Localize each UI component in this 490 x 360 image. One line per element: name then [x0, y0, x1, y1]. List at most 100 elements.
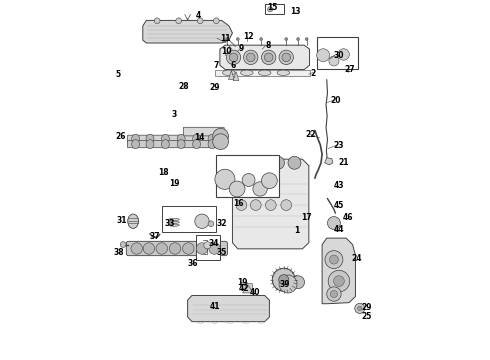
- Circle shape: [279, 50, 294, 64]
- Text: 29: 29: [361, 303, 371, 312]
- Text: 34: 34: [208, 239, 219, 248]
- Polygon shape: [143, 21, 232, 43]
- Circle shape: [281, 200, 292, 211]
- Circle shape: [242, 174, 255, 186]
- Text: 21: 21: [339, 158, 349, 167]
- Circle shape: [288, 156, 301, 169]
- Circle shape: [255, 156, 268, 169]
- Polygon shape: [188, 296, 270, 321]
- Circle shape: [262, 173, 277, 189]
- Circle shape: [279, 275, 289, 285]
- Ellipse shape: [222, 70, 235, 76]
- Text: 33: 33: [165, 219, 175, 228]
- Text: 19: 19: [237, 278, 247, 287]
- Circle shape: [209, 243, 221, 254]
- Circle shape: [296, 38, 299, 41]
- Text: 43: 43: [334, 180, 344, 189]
- Circle shape: [265, 53, 273, 62]
- Polygon shape: [228, 71, 234, 80]
- FancyBboxPatch shape: [127, 135, 223, 142]
- Circle shape: [285, 38, 288, 41]
- Text: 11: 11: [220, 34, 230, 43]
- Text: 18: 18: [158, 168, 169, 177]
- Text: 24: 24: [352, 254, 362, 263]
- Text: 46: 46: [343, 213, 353, 222]
- Circle shape: [253, 182, 267, 196]
- Circle shape: [239, 156, 251, 169]
- Circle shape: [214, 18, 219, 24]
- Text: 28: 28: [179, 82, 189, 91]
- FancyBboxPatch shape: [245, 284, 252, 289]
- Circle shape: [305, 38, 308, 41]
- Text: 40: 40: [250, 288, 260, 297]
- FancyBboxPatch shape: [196, 235, 220, 260]
- Text: 42: 42: [239, 284, 249, 293]
- Ellipse shape: [177, 134, 185, 143]
- Circle shape: [236, 200, 247, 211]
- Polygon shape: [324, 158, 333, 165]
- Text: 45: 45: [334, 201, 344, 210]
- Circle shape: [197, 18, 203, 24]
- Circle shape: [183, 243, 194, 254]
- Circle shape: [195, 214, 209, 228]
- Text: 6: 6: [231, 61, 236, 70]
- Polygon shape: [243, 285, 253, 293]
- Text: 2: 2: [311, 69, 316, 78]
- Text: 20: 20: [330, 96, 341, 105]
- Circle shape: [262, 50, 276, 64]
- Circle shape: [229, 53, 238, 62]
- Circle shape: [334, 276, 344, 287]
- Text: 14: 14: [194, 133, 204, 142]
- Circle shape: [154, 18, 160, 24]
- FancyBboxPatch shape: [183, 127, 224, 136]
- FancyBboxPatch shape: [241, 283, 247, 288]
- Text: 22: 22: [305, 130, 316, 139]
- Text: 19: 19: [169, 179, 179, 188]
- Circle shape: [272, 268, 295, 291]
- Circle shape: [355, 303, 365, 314]
- Text: 32: 32: [217, 219, 227, 228]
- Circle shape: [229, 181, 245, 197]
- FancyBboxPatch shape: [216, 155, 279, 197]
- Ellipse shape: [208, 134, 216, 143]
- Circle shape: [156, 243, 168, 254]
- Text: 30: 30: [334, 51, 344, 60]
- Circle shape: [325, 251, 343, 269]
- Text: 15: 15: [267, 3, 277, 12]
- Circle shape: [120, 242, 126, 247]
- Circle shape: [329, 255, 339, 264]
- Circle shape: [131, 243, 143, 254]
- Ellipse shape: [177, 140, 185, 149]
- Circle shape: [338, 49, 349, 60]
- Circle shape: [213, 129, 228, 144]
- Ellipse shape: [169, 221, 179, 224]
- Ellipse shape: [146, 140, 154, 149]
- Circle shape: [236, 38, 239, 41]
- Circle shape: [176, 18, 181, 24]
- Circle shape: [215, 169, 235, 189]
- Ellipse shape: [146, 134, 154, 143]
- Circle shape: [250, 200, 261, 211]
- Circle shape: [246, 53, 255, 62]
- Text: 29: 29: [209, 83, 220, 92]
- FancyBboxPatch shape: [317, 37, 358, 69]
- Circle shape: [225, 38, 228, 41]
- Text: 38: 38: [114, 248, 124, 257]
- Circle shape: [213, 134, 228, 149]
- Circle shape: [327, 217, 341, 229]
- Ellipse shape: [169, 219, 179, 221]
- Text: 1: 1: [294, 226, 299, 235]
- Text: 36: 36: [188, 259, 198, 268]
- Text: 5: 5: [115, 70, 120, 79]
- Text: 9: 9: [239, 44, 244, 53]
- Ellipse shape: [128, 214, 139, 228]
- Ellipse shape: [132, 140, 140, 149]
- Circle shape: [143, 243, 155, 254]
- Text: 10: 10: [221, 47, 232, 56]
- Text: 37: 37: [149, 232, 160, 241]
- Circle shape: [292, 276, 304, 289]
- Circle shape: [170, 243, 181, 254]
- FancyBboxPatch shape: [162, 206, 216, 232]
- FancyBboxPatch shape: [265, 4, 285, 14]
- Circle shape: [271, 156, 285, 169]
